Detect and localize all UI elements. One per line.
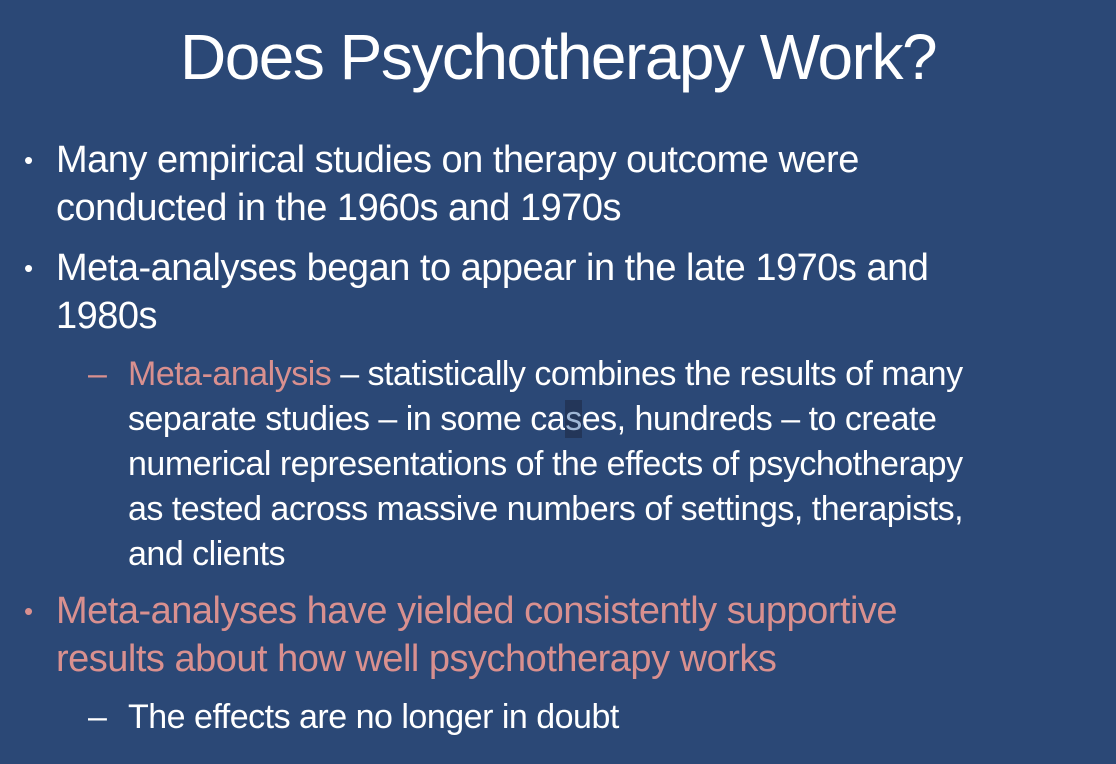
sub-bullet-line: The effects are no longer in doubt (128, 698, 619, 737)
sub-bullet-item-2: – The effects are no longer in doubt (88, 695, 1102, 740)
slide-body: • Many empirical studies on therapy outc… (0, 136, 1116, 740)
bullet-line: Meta-analyses have yielded consistently … (56, 590, 898, 633)
bullet-text: Many empirical studies on therapy outcom… (56, 136, 1102, 232)
accent-term: Meta-analysis (128, 355, 341, 394)
bullet-text: Meta-analyses began to appear in the lat… (56, 244, 1102, 340)
bullet-line: Meta-analyses began to appear in the lat… (56, 247, 929, 290)
bullet-line: 1980s (56, 295, 158, 338)
sub-bullet-text: The effects are no longer in doubt (128, 695, 1102, 740)
bullet-item-3: • Meta-analyses have yielded consistentl… (20, 587, 1102, 683)
sub-bullet-text: Meta-analysis – statistically combines t… (128, 352, 1102, 577)
dash-icon: – (88, 698, 107, 737)
bullet-line: Many empirical studies on therapy outcom… (56, 139, 859, 182)
highlighted-letter: s (565, 400, 582, 439)
bullet-dot-icon: • (24, 145, 33, 176)
sub-bullet-line: separate studies – in some cases, hundre… (128, 397, 1102, 442)
sub-bullet-line: as tested across massive numbers of sett… (128, 490, 964, 529)
slide-title: Does Psychotherapy Work? (179, 21, 938, 93)
sub-bullet-line-segment: es, hundreds – to create (581, 400, 937, 439)
sub-bullet-item-1: – Meta-analysis – statistically combines… (88, 352, 1102, 577)
sub-bullet-line-segment: separate studies – in some ca (128, 400, 566, 439)
dash-icon: – (88, 355, 107, 394)
bullet-item-1: • Many empirical studies on therapy outc… (20, 136, 1102, 232)
bullet-text: Meta-analyses have yielded consistently … (56, 587, 1102, 683)
sub-bullet-line: Meta-analysis – statistically combines t… (128, 352, 1102, 397)
sub-bullet-line-rest: – statistically combines the results of … (340, 355, 963, 394)
bullet-line: conducted in the 1960s and 1970s (56, 187, 622, 230)
bullet-item-2: • Meta-analyses began to appear in the l… (20, 244, 1102, 340)
sub-bullet-line: numerical representations of the effects… (128, 445, 963, 484)
bullet-dot-icon: • (24, 596, 33, 627)
sub-bullet-line: and clients (128, 535, 286, 574)
bullet-line: results about how well psychotherapy wor… (56, 638, 777, 681)
bullet-dot-icon: • (24, 253, 33, 284)
